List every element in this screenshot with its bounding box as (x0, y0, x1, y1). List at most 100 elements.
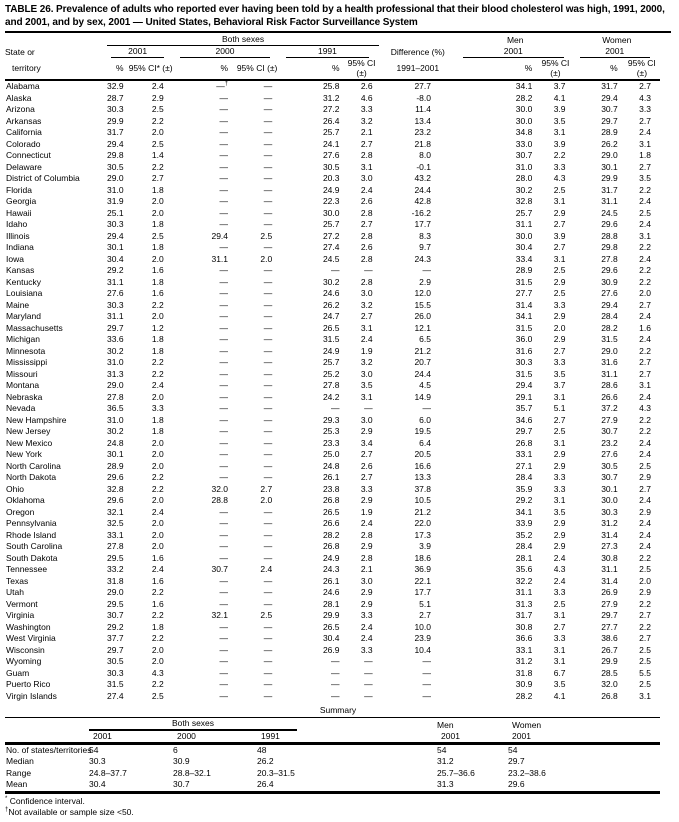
value-cell: 2.9 (553, 449, 566, 459)
value-cell: 37.2 (601, 403, 618, 413)
value-cell: 28.8 (211, 495, 229, 505)
value-cell: 4.5 (419, 380, 431, 390)
value-cell: —† (216, 81, 229, 91)
value-cell: 4.3 (639, 92, 651, 103)
value-cell: — (219, 690, 229, 701)
value-cell: 32.5 (107, 518, 124, 528)
value-cell: 2.0 (151, 518, 164, 528)
state-name: Ohio (6, 483, 24, 494)
value-cell: 24.6 (322, 587, 340, 597)
summary-year-2000: 2000 (173, 731, 257, 745)
value-cell: — (422, 667, 431, 678)
value-cell: 2.7 (639, 299, 651, 310)
value-cell: 2.9 (360, 426, 373, 436)
value-cell: — (263, 265, 273, 275)
value-cell: 2.9 (553, 207, 566, 218)
value-cell: 1.6 (151, 598, 164, 609)
value-cell: — (219, 426, 229, 436)
table-row: Michigan 33.6 1.8 — — 31.5 2.4 6.5 36.0 2.9 31.5 2.… (5, 334, 660, 346)
value-cell: — (263, 656, 273, 666)
value-cell: 1.8 (151, 184, 164, 195)
value-cell: — (263, 644, 273, 655)
value-cell: 28.9 (515, 265, 533, 275)
value-cell: 2.8 (360, 276, 373, 287)
table-row: New Mexico 24.8 2.0 — — 23.3 3.4 6.4 26.8 3.1 23.2… (5, 438, 660, 450)
value-cell: — (263, 322, 273, 333)
value-cell: 17.7 (414, 587, 431, 597)
value-cell: — (263, 127, 273, 137)
state-name: Nevada (6, 403, 36, 413)
table-row: Arkansas 29.9 2.2 — — 26.4 3.2 13.4 30.0 3.5 29.7 2… (5, 116, 660, 128)
value-cell: 2.4 (639, 334, 651, 344)
table-row: Wisconsin 29.7 2.0 — — 26.9 3.3 10.4 33.1 3.1 26.7… (5, 645, 660, 657)
value-cell: 31.0 (107, 414, 124, 425)
value-cell: 2.2 (639, 265, 651, 275)
value-cell: 31.4 (601, 575, 618, 586)
value-cell: 27.6 (601, 449, 618, 459)
value-cell: 1.8 (151, 426, 164, 436)
value-cell: 28.4 (515, 472, 533, 482)
value-cell: 3.0 (360, 575, 373, 586)
value-cell: 3.2 (360, 115, 373, 126)
women-group-header: Women (602, 35, 632, 45)
value-cell: 3.1 (553, 196, 566, 206)
value-cell: 30.7 (211, 564, 229, 574)
value-cell: 32.0 (601, 679, 618, 689)
value-cell: 24.8 (322, 460, 340, 471)
value-cell: 26.1 (322, 472, 340, 482)
value-cell: 2.5 (553, 426, 566, 436)
value-cell: 26.1 (322, 575, 340, 586)
value-cell: 31.6 (515, 345, 533, 356)
value-cell: 26.8 (322, 541, 340, 551)
value-cell: — (263, 690, 273, 701)
value-cell: — (263, 391, 273, 402)
summary-value: 28.8–32.1 (173, 767, 211, 778)
value-cell: 23.3 (322, 437, 340, 448)
value-cell: — (422, 656, 431, 666)
ci-header: 95% CI (±) (234, 58, 281, 81)
value-cell: 30.0 (515, 104, 533, 114)
value-cell: — (219, 127, 229, 137)
summary-value: 30.7 (173, 779, 190, 789)
value-cell: 2.9 (553, 518, 566, 528)
value-cell: — (263, 345, 273, 356)
summary-value: 29.6 (508, 779, 525, 789)
value-cell: 2.0 (151, 437, 164, 448)
value-cell: 2.5 (639, 460, 651, 471)
value-cell: 26.2 (322, 299, 340, 310)
value-cell: — (364, 690, 373, 701)
value-cell: 2.8 (360, 207, 373, 218)
value-cell: 27.7 (515, 288, 533, 298)
state-name: New York (6, 449, 42, 459)
value-cell: 25.3 (322, 426, 340, 436)
value-cell: 2.5 (639, 564, 651, 574)
value-cell: — (219, 173, 229, 183)
value-cell: 2.5 (553, 598, 566, 609)
state-name: Virginia (6, 610, 35, 620)
value-cell: — (219, 518, 229, 528)
value-cell: 34.6 (515, 414, 533, 425)
value-cell: — (331, 679, 340, 689)
summary-value (313, 768, 437, 780)
value-cell: 2.7 (419, 610, 431, 620)
value-cell: 27.8 (601, 253, 618, 264)
table-row: Missouri 31.3 2.2 — — 25.2 3.0 24.4 31.5 3.5 31.1 2… (5, 369, 660, 381)
value-cell: 37.8 (414, 483, 431, 494)
table-row: Oklahoma 29.6 2.0 28.8 2.0 26.8 2.9 10.5 29.2 3.1… (5, 495, 660, 507)
value-cell: 4.3 (553, 173, 566, 183)
value-cell: 29.6 (107, 472, 124, 482)
value-cell: 29.7 (601, 115, 618, 126)
value-cell: 25.0 (322, 449, 340, 459)
value-cell: 2.4 (553, 575, 566, 586)
table-row: Guam 30.3 4.3 — — — — — 31.8 6.7 28.5 5.5 (5, 668, 660, 680)
ci-header: 95% CI (±) (537, 58, 574, 81)
value-cell: 31.6 (601, 357, 618, 367)
value-cell: 1.2 (151, 322, 164, 333)
summary-value: 30.4 (89, 779, 106, 789)
value-cell: 2.0 (151, 460, 164, 471)
value-cell: 18.6 (414, 552, 431, 563)
value-cell: 31.9 (107, 196, 124, 206)
value-cell: 2.6 (360, 81, 373, 91)
value-cell: 28.7 (107, 92, 124, 103)
value-cell: — (364, 667, 373, 678)
